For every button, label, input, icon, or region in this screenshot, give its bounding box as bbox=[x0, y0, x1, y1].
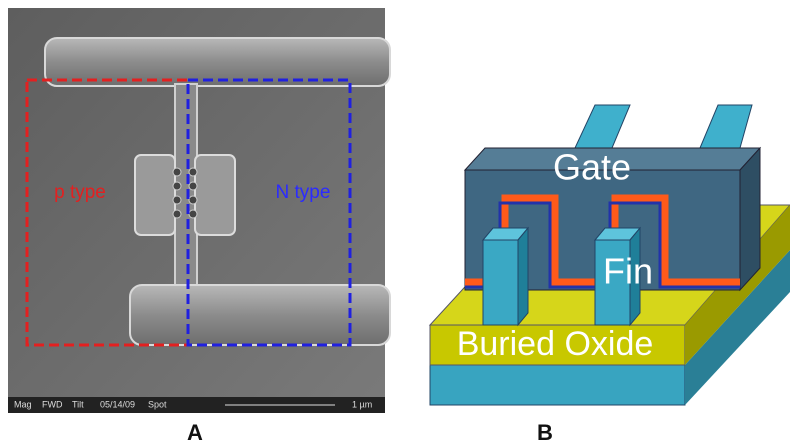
p-type-label: p type bbox=[54, 182, 106, 203]
figure: p type N type Mag FWD Tilt 05/14/09 Spot… bbox=[0, 0, 790, 447]
info-scale: 1 µm bbox=[352, 399, 372, 409]
info-fwd: FWD bbox=[42, 399, 63, 409]
info-spot: Spot bbox=[148, 399, 167, 409]
info-date: 05/14/09 bbox=[100, 399, 135, 409]
substrate-front bbox=[430, 365, 685, 405]
caption-a: A bbox=[187, 420, 203, 445]
gate-label: Gate bbox=[553, 147, 631, 188]
finfet-diagram: Gate Fin Buried Oxide bbox=[430, 105, 790, 405]
sem-image: p type N type Mag FWD Tilt 05/14/09 Spot… bbox=[8, 8, 390, 413]
fin-label: Fin bbox=[603, 251, 653, 292]
n-type-label: N type bbox=[276, 182, 331, 203]
gate-side bbox=[740, 148, 760, 290]
left-pad bbox=[135, 155, 175, 235]
oxide-label: Buried Oxide bbox=[457, 325, 654, 363]
caption-b: B bbox=[537, 420, 553, 445]
fin-1-front bbox=[483, 240, 518, 325]
fin-1-side bbox=[518, 228, 528, 325]
fin-back-1 bbox=[575, 105, 630, 148]
info-tilt: Tilt bbox=[72, 399, 84, 409]
fin-back-2 bbox=[700, 105, 752, 148]
right-pad bbox=[195, 155, 235, 235]
info-mag: Mag bbox=[14, 399, 32, 409]
